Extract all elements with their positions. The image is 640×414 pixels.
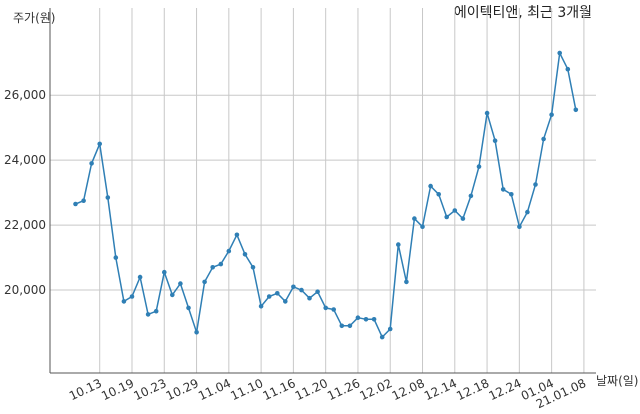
- price-point: [404, 279, 409, 285]
- price-point: [105, 195, 111, 200]
- price-point: [525, 209, 530, 215]
- price-point: [557, 50, 562, 56]
- x-tick-label: 11.16: [261, 376, 298, 403]
- price-point: [460, 216, 466, 221]
- price-series: [73, 50, 579, 340]
- price-point: [436, 192, 442, 197]
- price-point: [371, 317, 377, 322]
- x-tick-label: 12.08: [390, 376, 427, 403]
- price-point: [549, 112, 554, 117]
- price-point: [258, 304, 264, 309]
- price-point: [137, 274, 143, 280]
- y-tick-label: 22,000: [4, 218, 46, 232]
- price-point: [73, 201, 78, 207]
- price-point: [476, 164, 482, 169]
- price-point: [250, 265, 256, 270]
- price-point: [509, 192, 514, 197]
- price-point: [153, 308, 159, 314]
- price-point: [387, 326, 393, 332]
- price-point: [97, 141, 102, 147]
- x-axis-label: 날짜(일): [596, 374, 638, 388]
- x-tick-label: 12.02: [357, 376, 394, 403]
- price-point: [492, 138, 498, 143]
- price-point: [113, 255, 119, 260]
- price-point: [162, 269, 167, 275]
- price-point: [420, 224, 425, 229]
- x-tick-label: 10.13: [67, 376, 104, 403]
- price-point: [170, 292, 175, 298]
- x-tick-label: 11.10: [228, 376, 265, 403]
- price-point: [565, 66, 571, 72]
- price-point: [331, 307, 337, 312]
- price-point: [226, 248, 232, 254]
- price-point: [541, 136, 546, 142]
- x-tick-label: 12.18: [454, 376, 491, 403]
- price-point: [210, 265, 215, 270]
- price-point: [484, 110, 490, 116]
- price-point: [145, 312, 151, 317]
- price-point: [323, 305, 329, 311]
- price-point: [194, 330, 199, 335]
- x-tick-label: 10.23: [131, 376, 168, 403]
- y-tick-label: 20,000: [4, 283, 46, 297]
- price-point: [81, 198, 86, 203]
- y-tick-labels: 20,000 22,000 24,000 26,000: [4, 88, 46, 297]
- y-axis-label: 주가(원): [13, 11, 55, 25]
- price-point: [452, 208, 458, 213]
- price-point: [121, 299, 127, 304]
- price-point: [275, 291, 280, 296]
- x-tick-label: 12.14: [422, 376, 459, 403]
- price-point: [500, 187, 506, 192]
- price-point: [266, 294, 272, 299]
- price-point: [412, 216, 417, 221]
- price-point: [315, 289, 320, 295]
- x-tick-label: 10.29: [164, 376, 201, 403]
- price-point: [468, 193, 474, 199]
- price-point: [283, 299, 288, 304]
- price-point: [299, 287, 304, 293]
- price-point: [428, 183, 433, 189]
- price-point: [573, 107, 579, 113]
- price-point: [178, 281, 183, 286]
- price-point: [202, 279, 207, 285]
- price-point: [242, 252, 248, 257]
- price-point: [363, 317, 369, 322]
- price-point: [396, 242, 401, 247]
- chart-title: 에이텍티앤, 최근 3개월: [454, 5, 592, 21]
- x-tick-label: 11.26: [325, 376, 362, 403]
- price-point: [291, 284, 296, 290]
- price-point: [444, 214, 450, 220]
- price-point: [307, 295, 312, 301]
- price-point: [339, 323, 345, 329]
- price-point: [129, 294, 135, 299]
- grid-lines: [50, 8, 596, 373]
- price-point: [379, 334, 385, 340]
- x-tick-label: 10.19: [99, 376, 136, 403]
- price-point: [186, 305, 191, 311]
- price-point: [533, 182, 538, 187]
- price-point: [218, 261, 224, 267]
- x-tick-label: 11.04: [196, 376, 233, 403]
- x-tick-label: 12.24: [487, 376, 524, 403]
- price-point: [355, 315, 361, 321]
- y-tick-label: 26,000: [4, 88, 46, 102]
- axes: [49, 8, 596, 374]
- price-point: [517, 224, 522, 229]
- price-point: [89, 161, 94, 166]
- x-tick-labels: 10.1310.1910.2310.2911.0411.1011.1611.20…: [67, 376, 588, 411]
- x-tick-label: 11.20: [293, 376, 330, 403]
- y-tick-label: 24,000: [4, 153, 46, 167]
- price-point: [234, 232, 240, 238]
- price-point: [347, 323, 353, 329]
